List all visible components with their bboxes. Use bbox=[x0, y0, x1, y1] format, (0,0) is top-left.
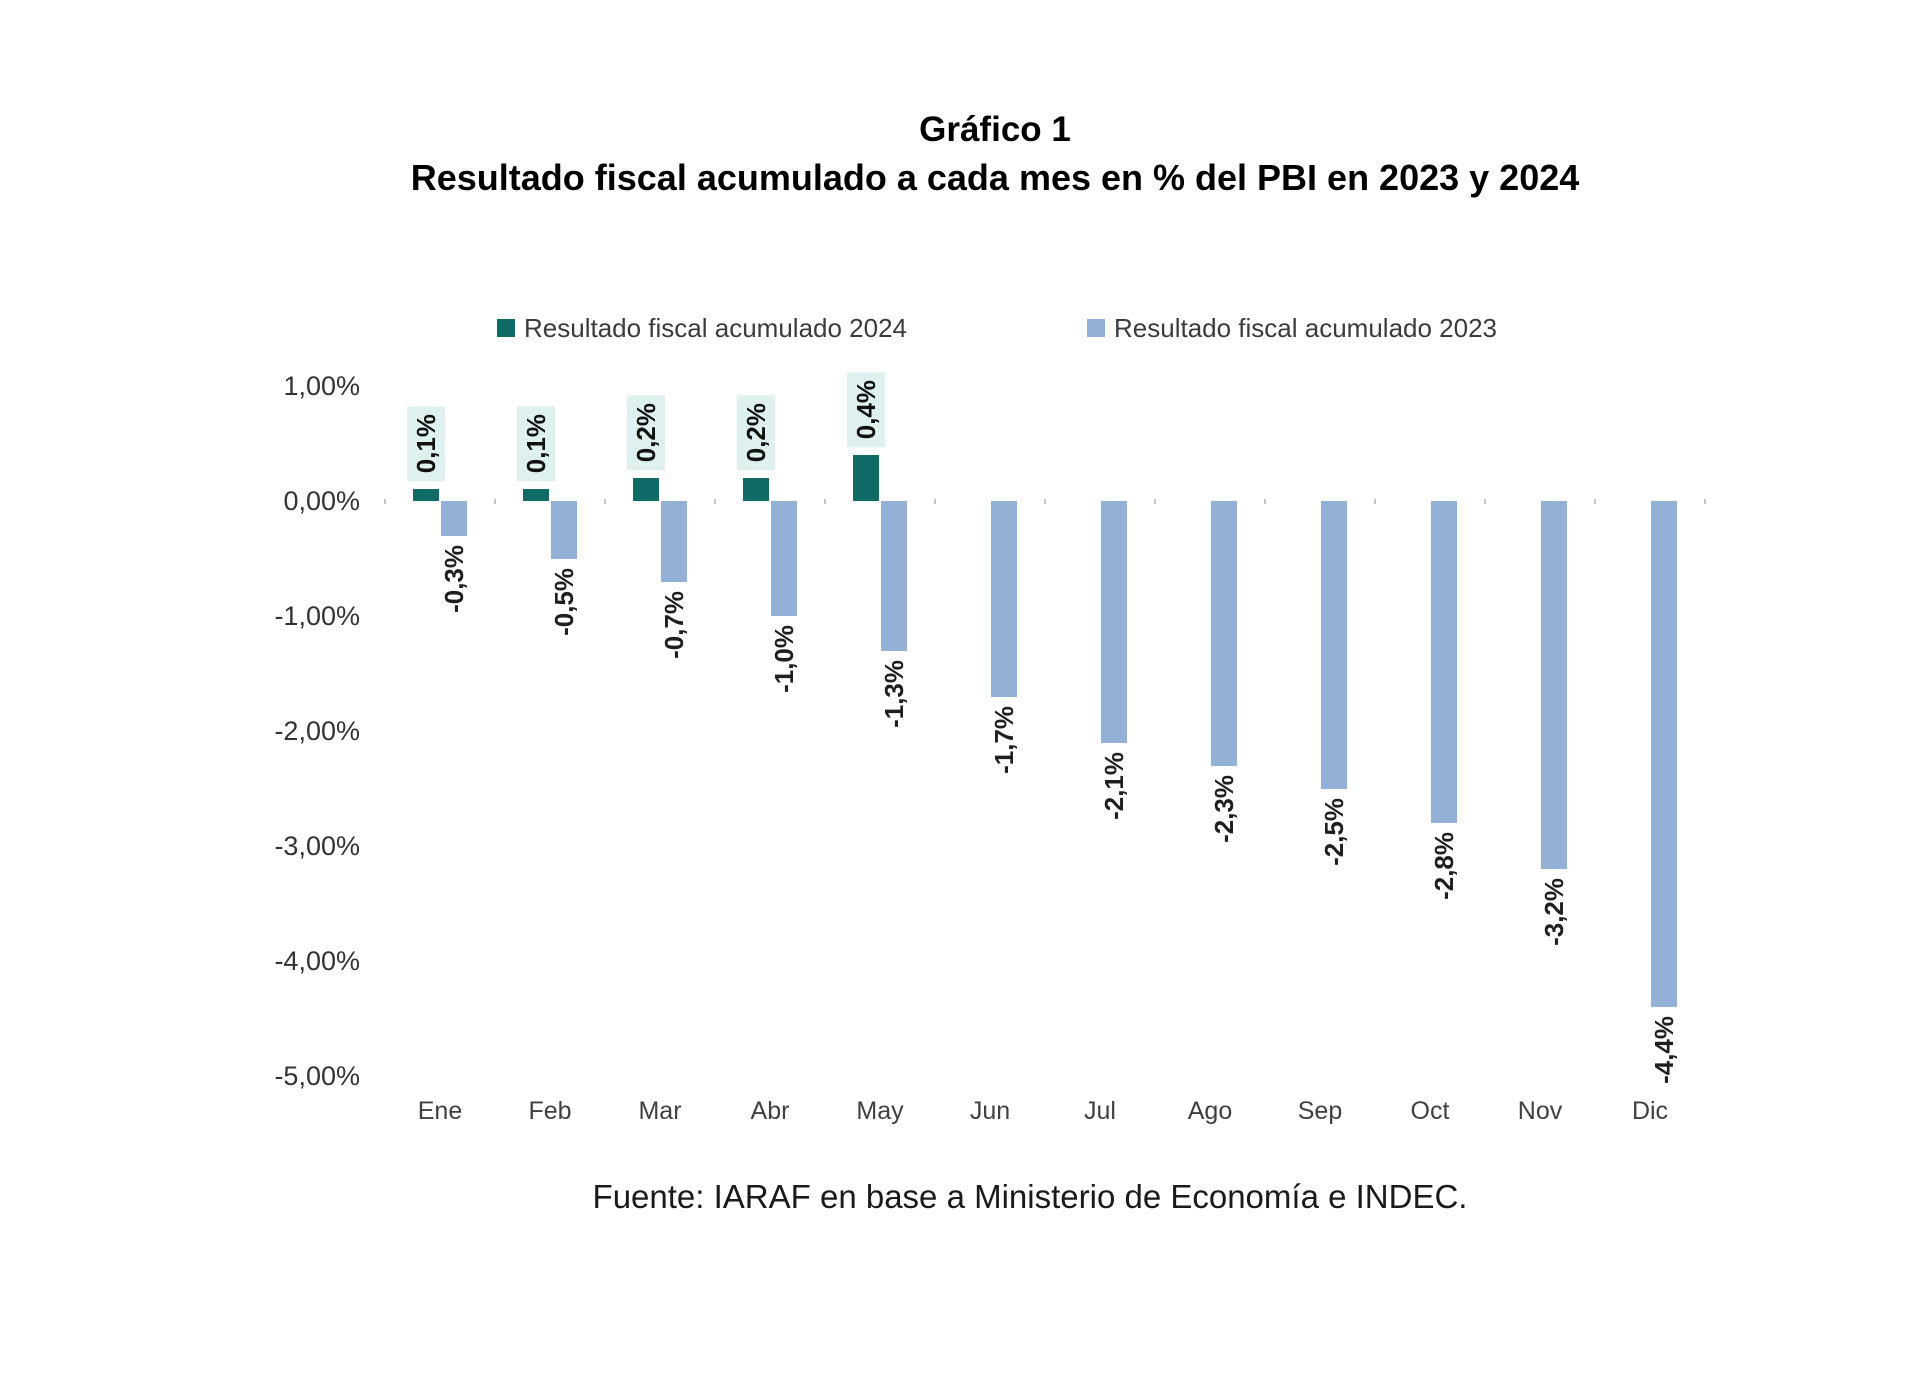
zero-axis-tick bbox=[604, 499, 606, 504]
data-label-2023-ene: -0,3% bbox=[439, 545, 469, 613]
zero-axis-tick bbox=[494, 499, 496, 504]
zero-axis-tick bbox=[1044, 499, 1046, 504]
legend-item-2024: Resultado fiscal acumulado 2024 bbox=[497, 311, 907, 345]
bar-2023-ene bbox=[441, 501, 467, 536]
source-note: Fuente: IARAF en base a Ministerio de Ec… bbox=[592, 1178, 1468, 1215]
zero-axis-tick bbox=[824, 499, 826, 504]
data-label-2023-jul: -2,1% bbox=[1099, 752, 1129, 820]
legend-swatch-2023-icon bbox=[1087, 319, 1105, 337]
data-label-2024-feb: 0,1% bbox=[517, 405, 555, 481]
data-label-2023-mar: -0,7% bbox=[659, 591, 689, 659]
bar-2023-feb bbox=[551, 501, 577, 559]
bar-2024-feb bbox=[523, 489, 549, 501]
y-axis-label: -3,00% bbox=[274, 831, 360, 861]
zero-axis-tick bbox=[384, 499, 386, 504]
legend-swatch-2024-icon bbox=[497, 319, 515, 337]
y-axis-label: -4,00% bbox=[274, 946, 360, 976]
bar-2024-may bbox=[853, 455, 879, 501]
data-label-2023-jun: -1,7% bbox=[989, 706, 1019, 774]
y-axis-label: -1,00% bbox=[274, 601, 360, 631]
y-axis-label: -5,00% bbox=[274, 1061, 360, 1091]
zero-axis-tick bbox=[1374, 499, 1376, 504]
x-axis-label-sep: Sep bbox=[1297, 1097, 1343, 1125]
data-label-2024-abr: 0,2% bbox=[737, 394, 775, 470]
x-axis-label-jun: Jun bbox=[969, 1097, 1011, 1125]
data-label-2023-may: -1,3% bbox=[879, 660, 909, 728]
data-label-2023-ago: -2,3% bbox=[1209, 775, 1239, 843]
data-label-2023-feb: -0,5% bbox=[549, 568, 579, 636]
x-axis-label-feb: Feb bbox=[528, 1097, 572, 1125]
bar-2023-oct bbox=[1431, 501, 1457, 823]
zero-axis-tick bbox=[1704, 499, 1706, 504]
x-axis-label-jul: Jul bbox=[1084, 1097, 1116, 1125]
zero-axis-tick bbox=[934, 499, 936, 504]
data-label-2024-ene: 0,1% bbox=[407, 405, 445, 481]
x-axis-label-ago: Ago bbox=[1187, 1097, 1233, 1125]
data-label-2024-may: 0,4% bbox=[847, 371, 885, 447]
bar-2023-abr bbox=[771, 501, 797, 616]
bar-2023-nov bbox=[1541, 501, 1567, 869]
x-axis-label-mar: Mar bbox=[638, 1097, 682, 1125]
y-axis-label: 1,00% bbox=[283, 371, 360, 401]
bar-2023-jul bbox=[1101, 501, 1127, 743]
legend-item-2023: Resultado fiscal acumulado 2023 bbox=[1087, 311, 1497, 345]
bar-2023-may bbox=[881, 501, 907, 651]
bar-2024-abr bbox=[743, 478, 769, 501]
zero-axis-tick bbox=[714, 499, 716, 504]
zero-axis-tick bbox=[1484, 499, 1486, 504]
chart-subtitle: Resultado fiscal acumulado a cada mes en… bbox=[410, 157, 1580, 198]
bar-2023-sep bbox=[1321, 501, 1347, 789]
bar-2024-ene bbox=[413, 489, 439, 501]
x-axis-label-dic: Dic bbox=[1631, 1097, 1669, 1125]
bar-2023-mar bbox=[661, 501, 687, 582]
bar-2023-ago bbox=[1211, 501, 1237, 766]
x-axis-label-nov: Nov bbox=[1517, 1097, 1563, 1125]
x-axis-label-abr: Abr bbox=[750, 1097, 790, 1125]
zero-axis-tick bbox=[1264, 499, 1266, 504]
data-label-2023-nov: -3,2% bbox=[1539, 878, 1569, 946]
legend-label-2023: Resultado fiscal acumulado 2023 bbox=[1114, 312, 1498, 343]
data-label-2023-oct: -2,8% bbox=[1429, 832, 1459, 900]
data-label-2024-mar: 0,2% bbox=[627, 394, 665, 470]
bar-2024-mar bbox=[633, 478, 659, 501]
data-label-2023-dic: -4,4% bbox=[1649, 1016, 1679, 1084]
x-axis-label-oct: Oct bbox=[1410, 1097, 1450, 1125]
bar-2023-jun bbox=[991, 501, 1017, 697]
y-axis-label: -2,00% bbox=[274, 716, 360, 746]
data-label-2023-abr: -1,0% bbox=[769, 625, 799, 693]
data-label-2023-sep: -2,5% bbox=[1319, 798, 1349, 866]
y-axis-label: 0,00% bbox=[283, 486, 360, 516]
legend-label-2024: Resultado fiscal acumulado 2024 bbox=[524, 312, 908, 343]
bar-2023-dic bbox=[1651, 501, 1677, 1007]
chart-title: Gráfico 1 bbox=[919, 110, 1071, 149]
x-axis-label-ene: Ene bbox=[417, 1097, 463, 1125]
zero-axis-tick bbox=[1594, 499, 1596, 504]
zero-axis-tick bbox=[1154, 499, 1156, 504]
x-axis-label-may: May bbox=[856, 1097, 904, 1125]
